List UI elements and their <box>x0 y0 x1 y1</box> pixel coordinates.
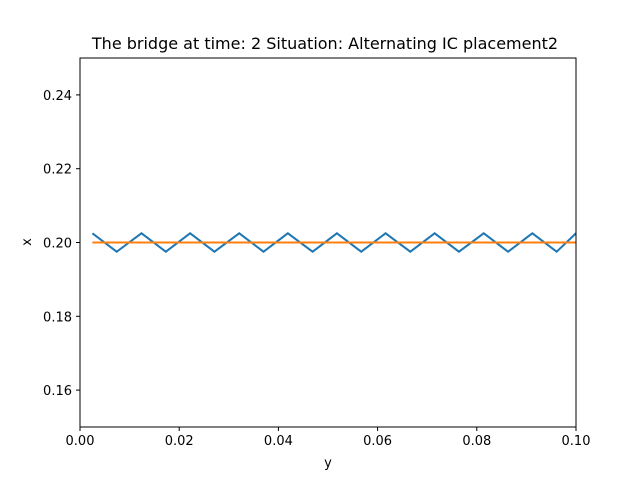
y-tick-label: 0.20 <box>43 237 72 252</box>
chart-title: The bridge at time: 2 Situation: Alterna… <box>91 34 558 53</box>
y-tick-label: 0.18 <box>43 310 72 325</box>
x-tick-label: 0.08 <box>462 434 491 449</box>
series-line-1 <box>91 232 577 254</box>
x-axis-label: y <box>324 456 332 471</box>
x-tick-label: 0.06 <box>363 434 392 449</box>
series-layer <box>91 232 577 254</box>
y-tick-label: 0.16 <box>43 384 72 399</box>
x-axis-ticks: 0.00 0.02 0.04 0.06 0.08 0.10 <box>66 427 591 449</box>
y-tick-label: 0.22 <box>43 163 72 178</box>
y-axis-label: x <box>20 238 35 246</box>
x-tick-label: 0.02 <box>165 434 194 449</box>
y-tick-label: 0.24 <box>43 89 72 104</box>
x-tick-label: 0.10 <box>562 434 591 449</box>
x-tick-label: 0.04 <box>264 434 293 449</box>
x-tick-label: 0.00 <box>66 434 95 449</box>
y-axis-ticks: 0.16 0.18 0.20 0.22 0.24 <box>43 89 80 399</box>
